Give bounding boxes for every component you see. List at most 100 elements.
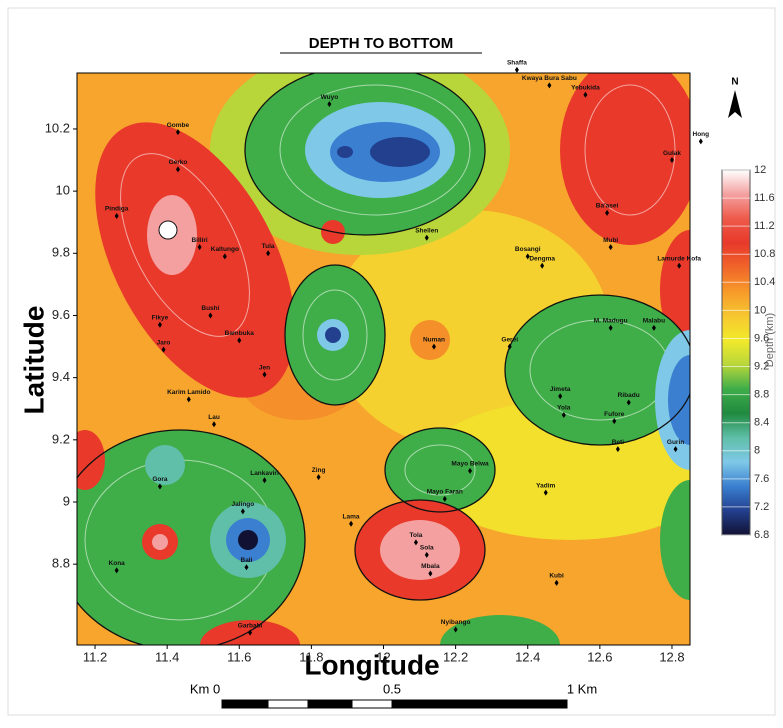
place-marker [114, 567, 119, 574]
place-marker [262, 371, 267, 378]
y-tick-label: 10 [56, 183, 70, 198]
place-marker [349, 520, 354, 527]
place-marker [222, 253, 227, 260]
place-marker [237, 337, 242, 344]
place-marker [175, 129, 180, 136]
place-marker [244, 564, 249, 571]
scale-segment [351, 699, 393, 709]
legend-title: Depth (km) [764, 313, 776, 367]
place-marker [605, 209, 610, 216]
place-label: Yebukida [571, 84, 600, 91]
y-tick-label: 8.8 [52, 556, 70, 571]
y-tick-label: 9.2 [52, 431, 70, 446]
place-marker [248, 629, 253, 636]
place-label: Ba'asei [596, 203, 619, 210]
place-label: Pindiga [105, 206, 129, 213]
legend-label: 6.8 [754, 529, 769, 541]
place-marker [212, 421, 217, 428]
place-label: Gora [152, 476, 168, 483]
place-label: Fufore [604, 411, 625, 418]
legend-label: 8 [754, 445, 760, 457]
place-marker [316, 474, 321, 481]
place-label: Dengma [529, 255, 555, 262]
legend-label: 8.8 [754, 389, 769, 401]
scale-label: 0.5 [383, 681, 401, 696]
x-tick-label: 11.2 [83, 649, 107, 664]
legend-label: 11.2 [754, 220, 775, 232]
place-label: Shellen [415, 227, 438, 234]
place-marker [583, 91, 588, 98]
place-label: Jen [259, 364, 270, 371]
x-tick-label: 11.4 [155, 649, 179, 664]
place-label: Lankaviri [250, 470, 279, 477]
x-tick-label: 12.8 [659, 649, 684, 664]
place-marker [651, 324, 656, 331]
place-label: Ribadu [618, 392, 640, 399]
x-tick-label: 12 [376, 649, 390, 664]
place-label: Gombe [167, 122, 190, 129]
x-tick-label: 11.8 [299, 649, 323, 664]
x-axis-label: Longitude [304, 649, 439, 680]
place-marker [543, 489, 548, 496]
place-marker [161, 346, 166, 353]
place-marker [424, 234, 429, 241]
place-label: Wuyo [321, 94, 339, 101]
legend-label: 12 [754, 164, 766, 176]
scale-segment [267, 699, 309, 709]
legend-label: 8.4 [754, 417, 769, 429]
north-arrow [728, 90, 742, 118]
x-tick-label: 12.2 [443, 649, 468, 664]
place-marker [558, 393, 563, 400]
place-label: Tula [262, 243, 275, 250]
place-marker [266, 250, 271, 257]
scale-segment [221, 699, 269, 709]
place-marker [424, 551, 429, 558]
legend-label: 9.6 [754, 332, 769, 344]
place-marker [157, 321, 162, 328]
place-label: Jalingo [231, 501, 254, 508]
place-label: Kwaya Bura Sabu [522, 75, 577, 82]
place-marker [547, 82, 552, 89]
place-label: M. Madugu [594, 318, 628, 325]
place-label: Lama [343, 513, 360, 520]
place-label: Yola [557, 405, 571, 412]
legend-label: 10.4 [754, 276, 775, 288]
place-label: Gerei [501, 336, 518, 343]
place-label: Bambuka [225, 330, 255, 337]
place-label: Lamurde Kofa [657, 255, 701, 262]
place-marker [514, 66, 519, 73]
place-marker [554, 579, 559, 586]
place-marker [431, 343, 436, 350]
place-marker [507, 343, 512, 350]
place-label: Bali [241, 557, 253, 564]
place-label: Yadim [536, 482, 555, 489]
place-label: Bushi [201, 305, 219, 312]
place-label: Shaffa [507, 60, 527, 67]
scale-label: Km 0 [190, 681, 220, 696]
place-label: Mbala [421, 563, 440, 570]
y-tick-label: 9.8 [52, 245, 70, 260]
place-label: Kona [109, 560, 126, 567]
legend-label: 11.6 [754, 192, 775, 204]
place-marker [612, 418, 617, 425]
legend-label: 9.2 [754, 360, 769, 372]
scale-segment [307, 699, 353, 709]
place-label: Gulak [663, 150, 681, 157]
place-label: Jimeta [550, 386, 571, 393]
place-label: Numan [423, 336, 445, 343]
depth-surface [77, 73, 690, 645]
title: DEPTH TO BOTTOM [309, 35, 453, 52]
place-marker [561, 411, 566, 418]
place-label: Jaro [157, 339, 171, 346]
place-label: Beti [612, 439, 624, 446]
place-marker [626, 399, 631, 406]
legend-label: 7.2 [754, 501, 769, 513]
place-marker [540, 262, 545, 269]
place-marker [468, 467, 473, 474]
place-label: Hong [693, 131, 710, 138]
place-label: Tola [410, 532, 423, 539]
place-marker [186, 396, 191, 403]
place-label: Gurin [667, 439, 684, 446]
place-label: Kaltungo [211, 246, 239, 253]
